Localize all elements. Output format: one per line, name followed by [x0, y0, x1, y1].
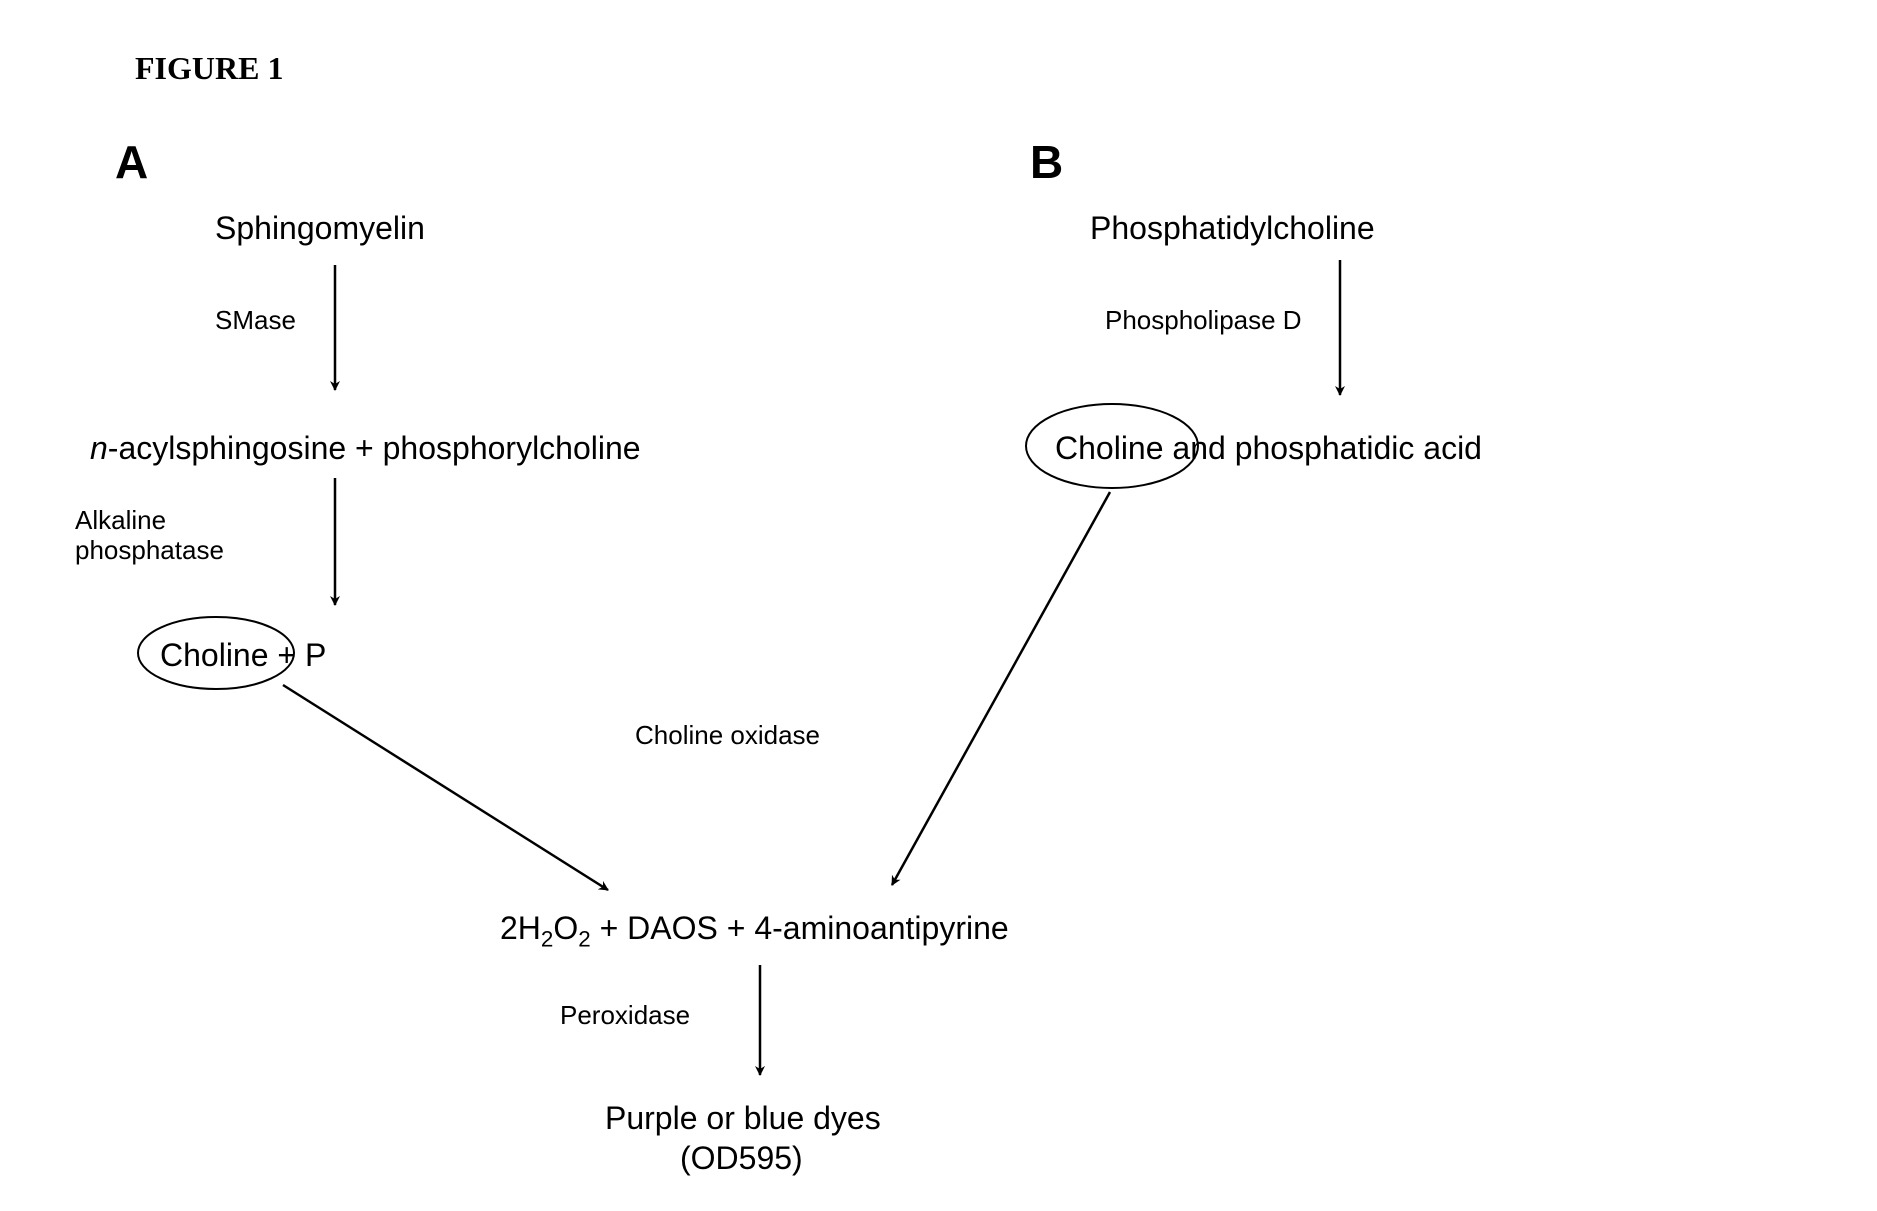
acylsphingosine-rest: -acylsphingosine + phosphorylcholine — [108, 430, 641, 466]
edge-label-alkaline-1: Alkaline — [75, 505, 166, 536]
edge-label-phospholipase-d: Phospholipase D — [1105, 305, 1302, 336]
node-acylsphingosine: n-acylsphingosine + phosphorylcholine — [90, 430, 641, 467]
choline-a-word: Choline — [160, 637, 269, 673]
node-choline-b: Choline and phosphatidic acid — [1055, 430, 1482, 467]
edge-label-alkaline-2: phosphatase — [75, 535, 224, 566]
italic-n: n — [90, 430, 108, 466]
figure-title: FIGURE 1 — [135, 50, 283, 87]
node-output-2: (OD595) — [680, 1140, 803, 1177]
choline-b-word: Choline — [1055, 430, 1164, 466]
node-choline-a: Choline + P — [160, 637, 326, 674]
edge-label-choline-oxidase: Choline oxidase — [635, 720, 820, 751]
edge-label-smase: SMase — [215, 305, 296, 336]
node-phosphatidylcholine: Phosphatidylcholine — [1090, 210, 1375, 247]
edge-label-peroxidase: Peroxidase — [560, 1000, 690, 1031]
arrow-a3 — [283, 685, 608, 890]
node-detection-line: 2H2O2 + DAOS + 4-aminoantipyrine — [500, 910, 1009, 952]
choline-b-rest: and phosphatidic acid — [1164, 430, 1482, 466]
arrows-overlay — [0, 0, 1877, 1211]
panel-letter-b: B — [1030, 135, 1063, 189]
panel-letter-a: A — [115, 135, 148, 189]
choline-a-plus-p: + P — [269, 637, 327, 673]
diagram-stage: FIGURE 1 A B Sphingomyelin SMase n-acyls… — [0, 0, 1877, 1211]
arrow-b2 — [892, 492, 1110, 885]
node-sphingomyelin: Sphingomyelin — [215, 210, 425, 247]
node-output-1: Purple or blue dyes — [605, 1100, 881, 1137]
